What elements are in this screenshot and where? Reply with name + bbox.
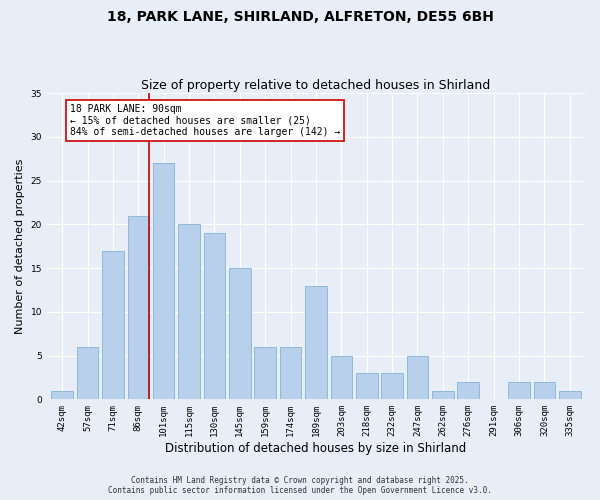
- Bar: [203, 233, 225, 400]
- Bar: [229, 268, 251, 400]
- Bar: [407, 356, 428, 400]
- Bar: [102, 250, 124, 400]
- Bar: [533, 382, 555, 400]
- Bar: [305, 286, 327, 400]
- Text: Contains HM Land Registry data © Crown copyright and database right 2025.
Contai: Contains HM Land Registry data © Crown c…: [108, 476, 492, 495]
- Bar: [77, 347, 98, 400]
- Y-axis label: Number of detached properties: Number of detached properties: [15, 158, 25, 334]
- Text: 18 PARK LANE: 90sqm
← 15% of detached houses are smaller (25)
84% of semi-detach: 18 PARK LANE: 90sqm ← 15% of detached ho…: [70, 104, 340, 137]
- X-axis label: Distribution of detached houses by size in Shirland: Distribution of detached houses by size …: [166, 442, 467, 455]
- Title: Size of property relative to detached houses in Shirland: Size of property relative to detached ho…: [142, 79, 491, 92]
- Bar: [356, 373, 377, 400]
- Bar: [280, 347, 301, 400]
- Bar: [457, 382, 479, 400]
- Bar: [382, 373, 403, 400]
- Bar: [153, 163, 175, 400]
- Bar: [52, 390, 73, 400]
- Bar: [331, 356, 352, 400]
- Bar: [254, 347, 276, 400]
- Bar: [559, 390, 581, 400]
- Bar: [432, 390, 454, 400]
- Bar: [178, 224, 200, 400]
- Text: 18, PARK LANE, SHIRLAND, ALFRETON, DE55 6BH: 18, PARK LANE, SHIRLAND, ALFRETON, DE55 …: [107, 10, 493, 24]
- Bar: [508, 382, 530, 400]
- Bar: [128, 216, 149, 400]
